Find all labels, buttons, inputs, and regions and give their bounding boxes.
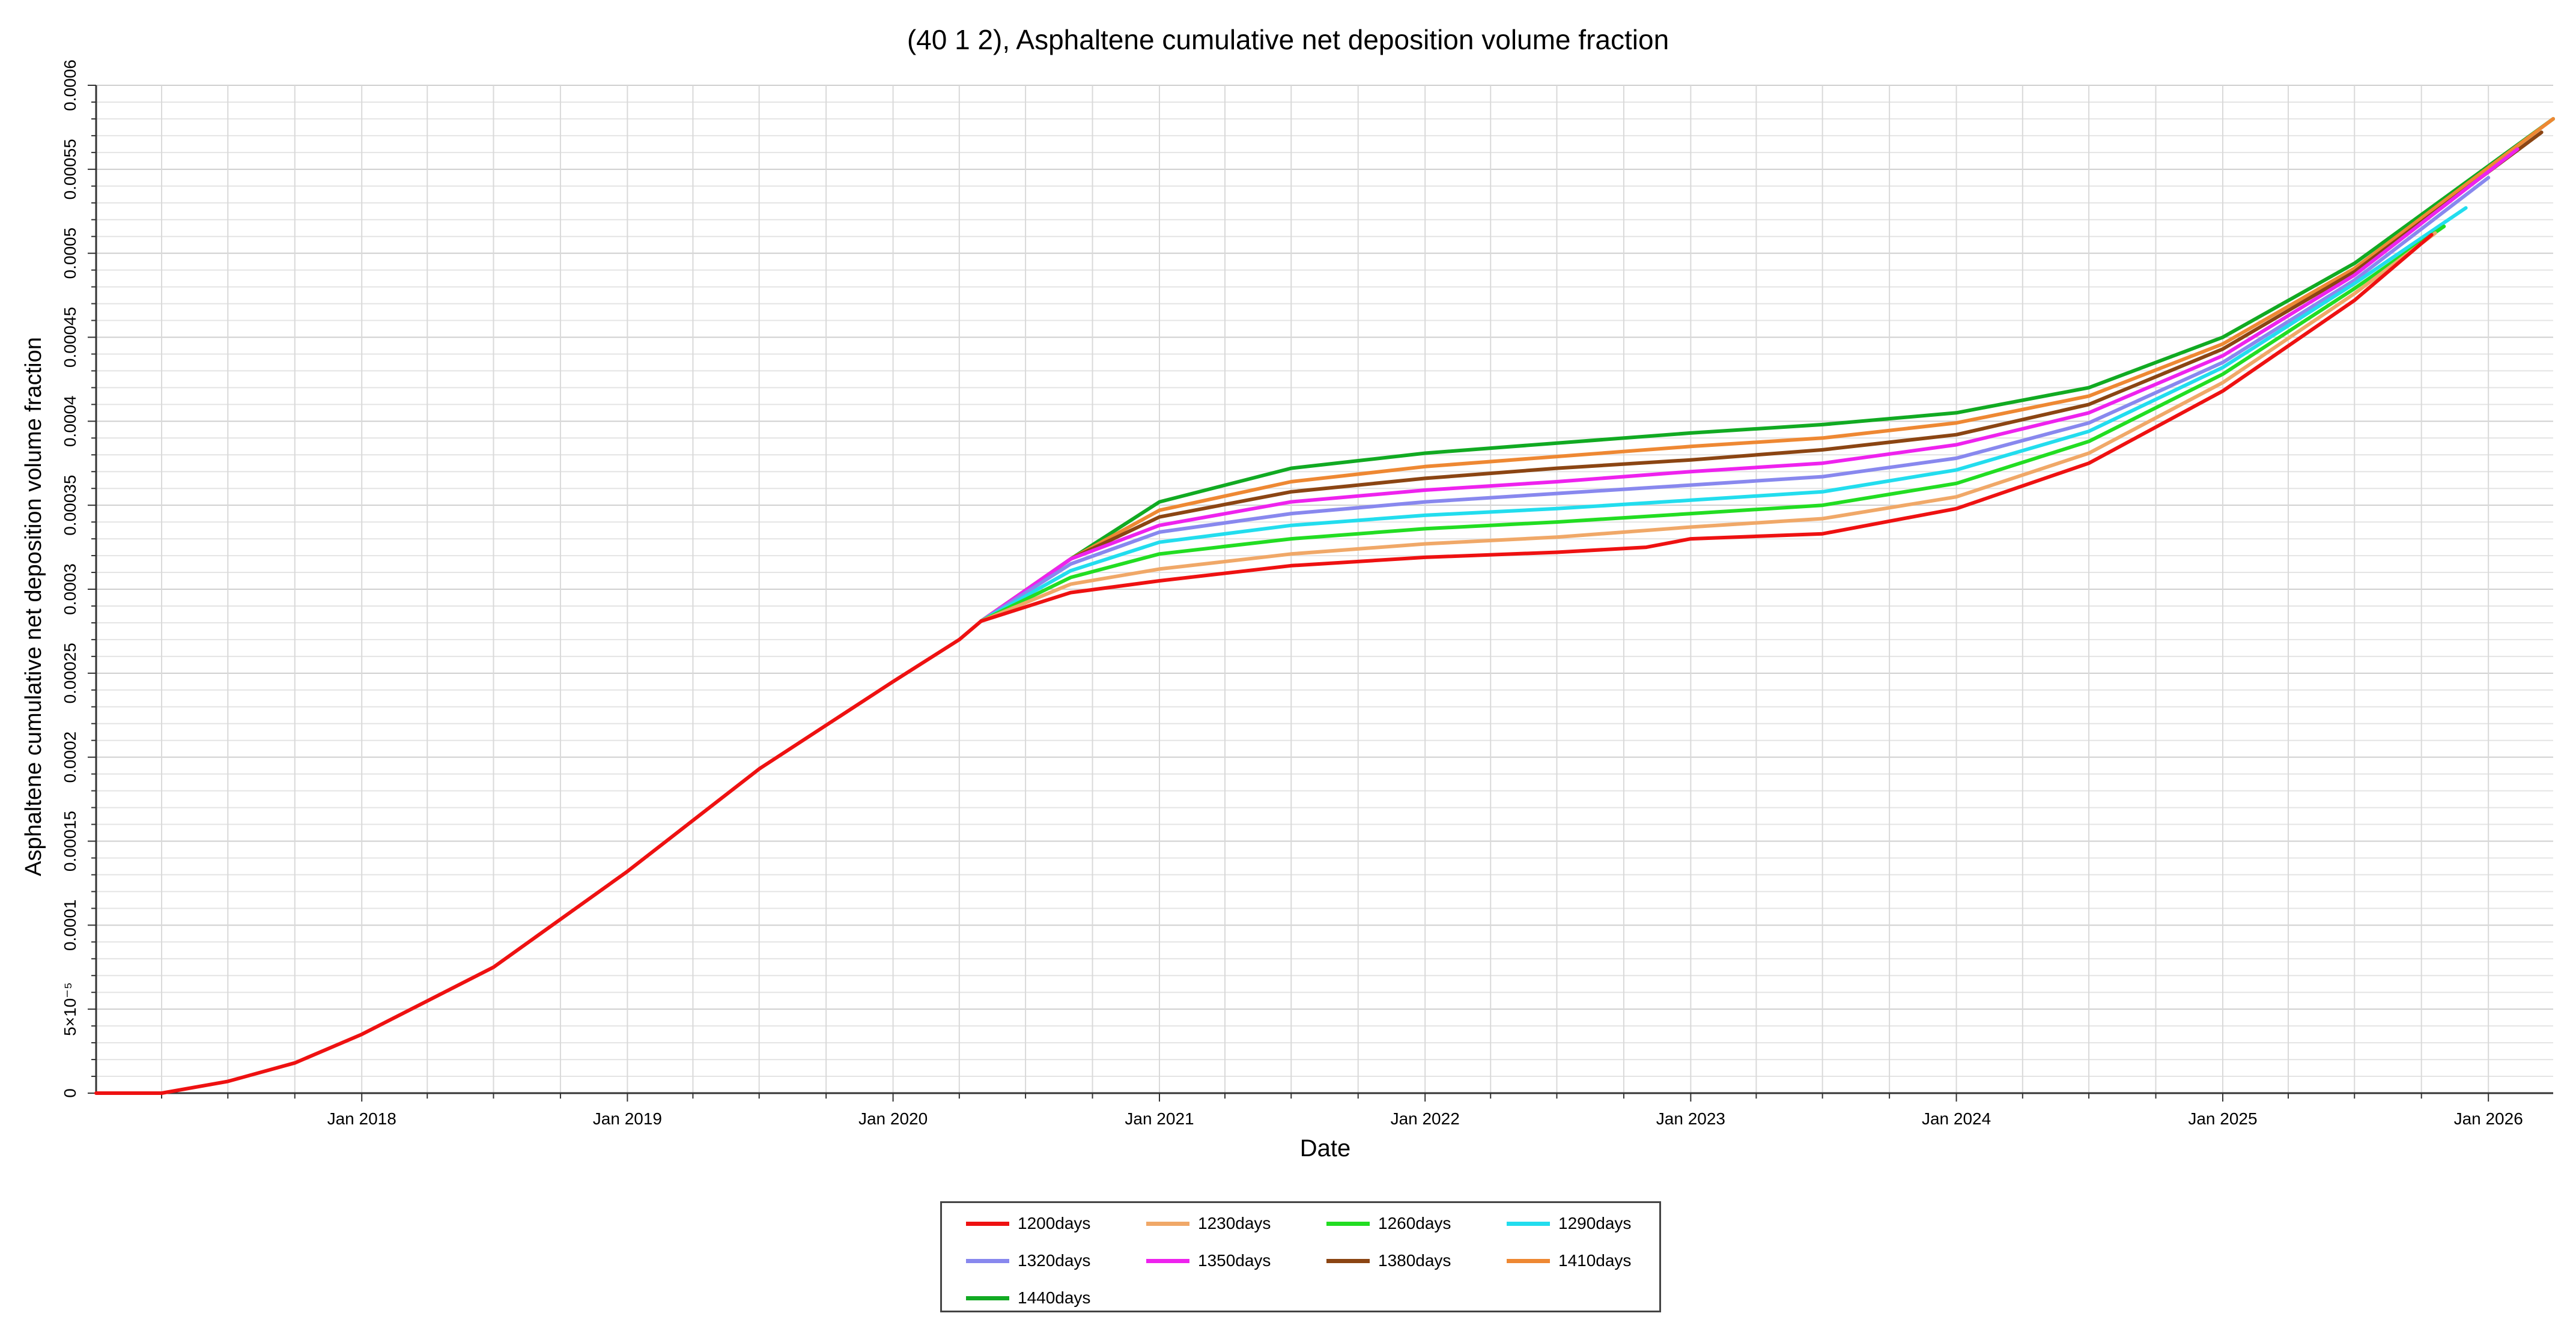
series-lines: [94, 117, 2555, 1095]
y-tick-label: 0.00045: [61, 307, 79, 368]
legend-item-1290days: 1290days: [1507, 1211, 1631, 1235]
legend-item-1380days: 1380days: [1326, 1249, 1451, 1273]
x-tick-label: Jan 2020: [858, 1109, 928, 1128]
legend-item-1230days: 1230days: [1146, 1211, 1271, 1235]
legend-label: 1260days: [1378, 1214, 1451, 1232]
y-tick-label: 0: [61, 1088, 79, 1098]
legend: 1200days 1230days 1260days 1290days 1320days…: [940, 1201, 1661, 1312]
tick-labels: Jan 2018 Jan 2019 Jan 2020 Jan 2021 Jan 2022…: [61, 59, 2523, 1128]
legend-label: 1440days: [1018, 1288, 1091, 1307]
y-tick-label: 0.00015: [61, 811, 79, 872]
y-tick-label: 0.0002: [61, 732, 79, 783]
legend-swatch: [1507, 1258, 1550, 1263]
legend-swatch: [1326, 1258, 1370, 1263]
legend-label: 1380days: [1378, 1251, 1451, 1270]
y-tick-label: 0.00025: [61, 643, 79, 703]
legend-swatch: [966, 1296, 1009, 1300]
y-tick-label: 0.0006: [61, 59, 79, 111]
series-line-1260days: [979, 224, 2446, 623]
legend-swatch: [1326, 1221, 1370, 1226]
y-axis-label: Asphaltene cumulative net deposition vol…: [21, 337, 46, 876]
series-line-history: [94, 619, 983, 1095]
y-tick-label: 0.0004: [61, 396, 79, 447]
legend-swatch: [1507, 1221, 1550, 1226]
legend-swatch: [1146, 1221, 1189, 1226]
x-tick-label: Jan 2018: [327, 1109, 396, 1128]
legend-swatch: [966, 1258, 1009, 1263]
legend-swatch: [1146, 1258, 1189, 1263]
x-tick-label: Jan 2021: [1125, 1109, 1194, 1128]
series-line-1440days: [979, 117, 2555, 623]
y-tick-label: 0.00035: [61, 475, 79, 536]
series-line-1350days: [979, 147, 2520, 623]
x-tick-label: Jan 2024: [1922, 1109, 1991, 1128]
x-axis-label: Date: [1300, 1135, 1351, 1162]
x-tick-label: Jan 2022: [1391, 1109, 1460, 1128]
series-line-1380days: [979, 130, 2544, 623]
y-tick-label: 0.0003: [61, 563, 79, 615]
legend-item-1260days: 1260days: [1326, 1211, 1451, 1235]
axes: [88, 85, 2553, 1102]
chart-title: (40 1 2), Asphaltene cumulative net depo…: [907, 24, 1669, 55]
legend-label: 1410days: [1558, 1251, 1632, 1270]
legend-label: 1200days: [1018, 1214, 1091, 1232]
series-line-1410days: [979, 117, 2555, 623]
legend-item-1200days: 1200days: [966, 1211, 1090, 1235]
legend-item-1440days: 1440days: [966, 1286, 1090, 1310]
x-tick-label: Jan 2026: [2454, 1109, 2523, 1128]
legend-swatch: [966, 1221, 1009, 1226]
series-line-1320days: [979, 175, 2491, 623]
x-tick-label: Jan 2025: [2188, 1109, 2257, 1128]
series-line-1230days: [979, 231, 2437, 623]
legend-label: 1320days: [1018, 1251, 1091, 1270]
legend-label: 1230days: [1198, 1214, 1271, 1232]
y-tick-label: 0.0001: [61, 900, 79, 951]
y-tick-label: 0.00055: [61, 139, 79, 199]
legend-item-1410days: 1410days: [1507, 1249, 1631, 1273]
y-tick-label: 0.0005: [61, 228, 79, 279]
x-tick-label: Jan 2023: [1656, 1109, 1725, 1128]
series-line-1200days: [979, 232, 2434, 623]
legend-item-1350days: 1350days: [1146, 1249, 1271, 1273]
grid: [96, 85, 2553, 1094]
series-line-1290days: [979, 206, 2468, 623]
y-tick-label: 5×10⁻⁵: [61, 982, 79, 1035]
legend-label: 1290days: [1558, 1214, 1632, 1232]
x-tick-label: Jan 2019: [593, 1109, 662, 1128]
legend-item-1320days: 1320days: [966, 1249, 1090, 1273]
legend-label: 1350days: [1198, 1251, 1271, 1270]
